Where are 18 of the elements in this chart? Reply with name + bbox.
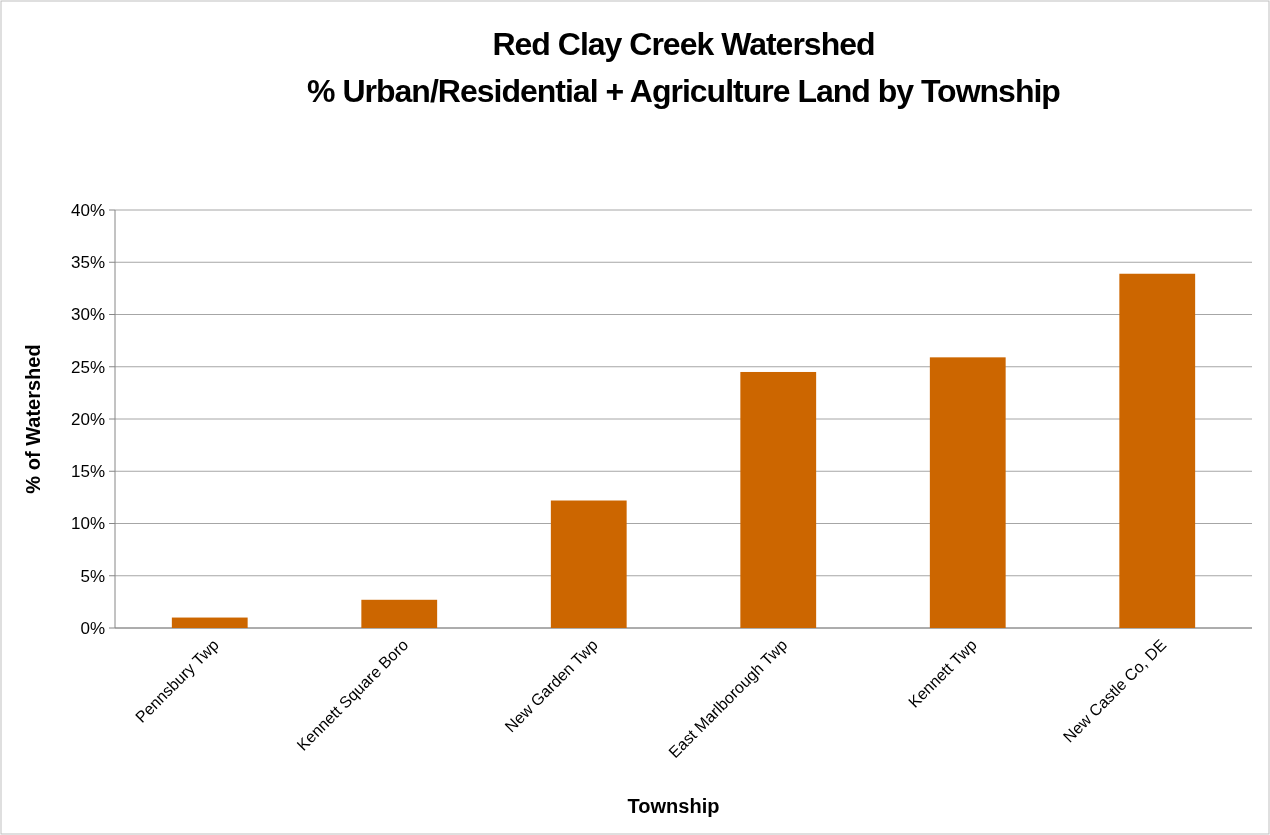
bar <box>1119 273 1196 628</box>
y-tick-label: 40% <box>70 200 105 220</box>
bar <box>361 599 438 628</box>
y-tick-label: 5% <box>80 566 105 586</box>
y-tick-label: 30% <box>70 305 105 325</box>
y-tick-label: 35% <box>70 253 105 273</box>
bar <box>550 500 627 628</box>
bar <box>171 617 248 628</box>
y-tick-label: 25% <box>70 357 105 377</box>
x-axis-title: Township <box>627 795 720 817</box>
chart-title: Red Clay Creek Watershed % Urban/Residential + Agriculture Land by Township <box>307 26 1061 109</box>
bar <box>929 357 1006 628</box>
y-tick-label: 0% <box>80 618 105 638</box>
y-tick-label: 15% <box>70 462 105 482</box>
y-axis-title: % of Watershed <box>22 344 44 494</box>
y-tick-label: 10% <box>70 514 105 534</box>
y-tick-label: 20% <box>70 409 105 429</box>
bar <box>740 371 817 628</box>
